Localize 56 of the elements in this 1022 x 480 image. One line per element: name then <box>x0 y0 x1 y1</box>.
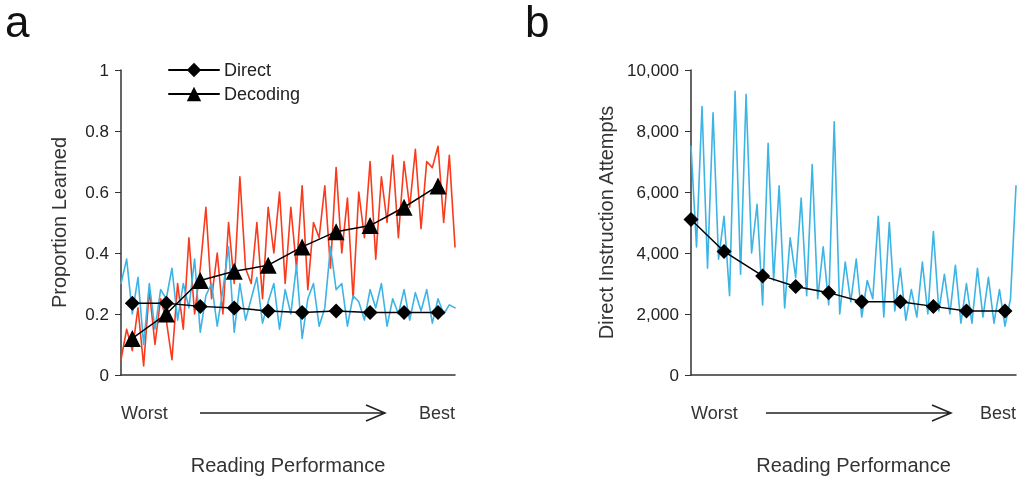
legend-label: Decoding <box>224 84 301 104</box>
point <box>683 211 699 227</box>
x-axis-title: Reading Performance <box>190 454 386 476</box>
y-tick-label: 6,000 <box>636 182 679 202</box>
point <box>429 177 447 195</box>
point <box>821 285 837 301</box>
y-tick-label: 0.8 <box>85 121 109 141</box>
text: Worst <box>691 402 738 424</box>
point <box>892 294 908 310</box>
legend-label: Direct <box>224 60 272 80</box>
text: Best <box>418 402 455 424</box>
point <box>997 303 1013 319</box>
y-tick-label: 0 <box>99 365 109 385</box>
point <box>925 298 941 314</box>
point <box>191 271 209 289</box>
point <box>396 304 412 320</box>
text: Worst <box>121 402 168 424</box>
y-tick-label: 10,000 <box>627 60 679 80</box>
line-series <box>120 145 456 367</box>
point <box>158 295 174 311</box>
x-axis-title: Reading Performance <box>756 454 951 476</box>
point <box>788 279 804 295</box>
y-axis-title: Direct Instruction Attempts <box>595 105 618 340</box>
y-tick-label: 2,000 <box>636 304 679 324</box>
y-tick-label: 0.6 <box>85 182 109 202</box>
point <box>123 329 141 347</box>
point <box>294 304 310 320</box>
point <box>716 243 732 259</box>
y-tick-label: 0 <box>669 365 679 385</box>
point <box>430 304 446 320</box>
point <box>259 256 277 274</box>
point <box>958 303 974 319</box>
line-series <box>690 90 1017 327</box>
point <box>225 262 243 280</box>
line-series <box>120 246 456 346</box>
chart-title: a <box>5 0 30 46</box>
text: Best <box>979 402 1016 424</box>
point <box>226 300 242 316</box>
y-tick-label: 1 <box>99 60 109 80</box>
point <box>395 198 413 216</box>
y-axis-title: Proportion Learned <box>48 136 70 309</box>
y-tick-label: 0.2 <box>85 304 109 324</box>
point <box>854 294 870 310</box>
point <box>361 217 379 235</box>
chart-title: b <box>525 0 550 46</box>
y-tick-label: 8,000 <box>636 121 679 141</box>
point <box>327 223 345 241</box>
point <box>124 295 140 311</box>
point <box>755 268 771 284</box>
point <box>362 304 378 320</box>
y-tick-label: 4,000 <box>636 243 679 263</box>
point <box>293 238 311 256</box>
point <box>192 298 208 314</box>
point <box>328 303 344 319</box>
point <box>260 303 276 319</box>
y-tick-label: 0.4 <box>85 243 109 263</box>
